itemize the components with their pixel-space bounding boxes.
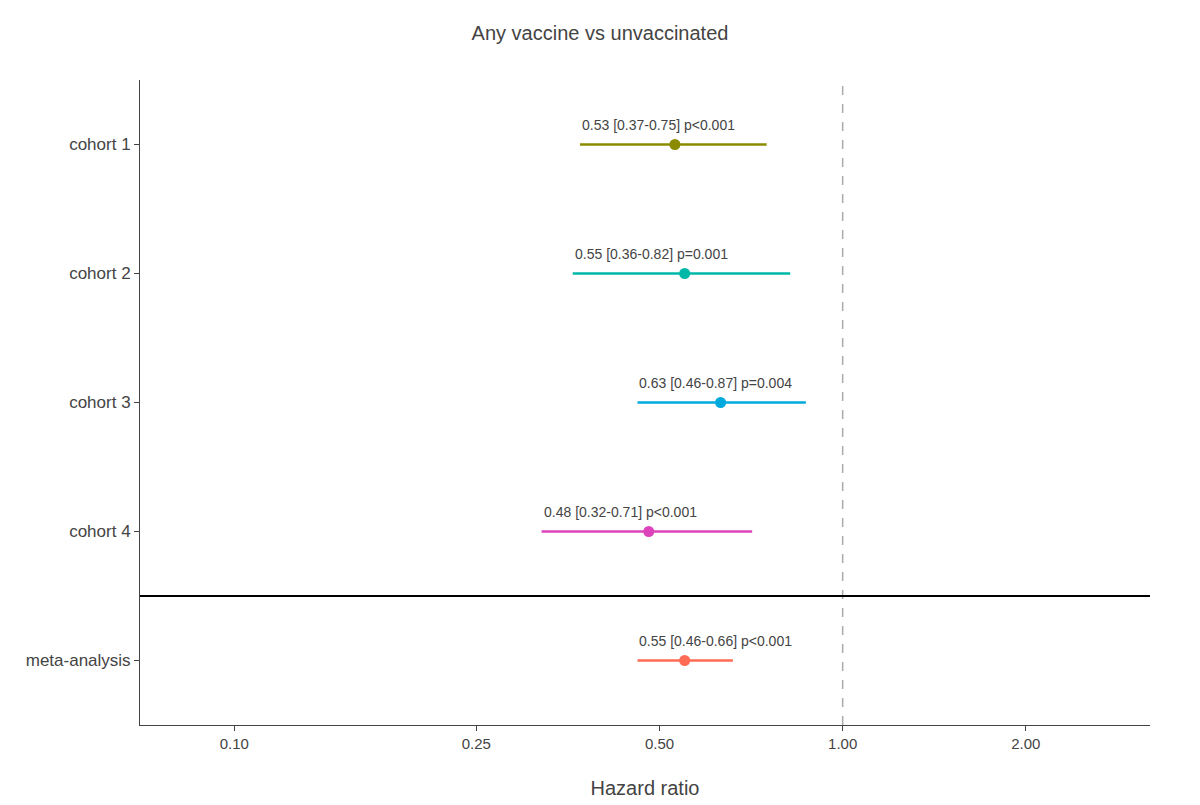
svg-text:cohort 2: cohort 2 bbox=[69, 264, 130, 283]
svg-text:Any vaccine vs unvaccinated: Any vaccine vs unvaccinated bbox=[472, 22, 729, 44]
svg-text:meta-analysis: meta-analysis bbox=[26, 651, 131, 670]
svg-text:Hazard ratio: Hazard ratio bbox=[591, 777, 700, 799]
svg-text:1.00: 1.00 bbox=[828, 735, 857, 752]
svg-text:cohort 4: cohort 4 bbox=[69, 522, 130, 541]
svg-text:0.55 [0.46-0.66] p<0.001: 0.55 [0.46-0.66] p<0.001 bbox=[639, 633, 792, 649]
svg-text:0.10: 0.10 bbox=[220, 735, 249, 752]
svg-text:0.53 [0.37-0.75] p<0.001: 0.53 [0.37-0.75] p<0.001 bbox=[582, 117, 735, 133]
svg-text:0.50: 0.50 bbox=[645, 735, 674, 752]
svg-text:0.25: 0.25 bbox=[462, 735, 491, 752]
svg-text:cohort 3: cohort 3 bbox=[69, 393, 130, 412]
svg-text:cohort 1: cohort 1 bbox=[69, 135, 130, 154]
svg-text:2.00: 2.00 bbox=[1011, 735, 1040, 752]
svg-text:0.48 [0.32-0.71] p<0.001: 0.48 [0.32-0.71] p<0.001 bbox=[544, 504, 697, 520]
svg-text:0.55 [0.36-0.82] p=0.001: 0.55 [0.36-0.82] p=0.001 bbox=[575, 246, 728, 262]
svg-text:0.63 [0.46-0.87] p=0.004: 0.63 [0.46-0.87] p=0.004 bbox=[639, 375, 792, 391]
